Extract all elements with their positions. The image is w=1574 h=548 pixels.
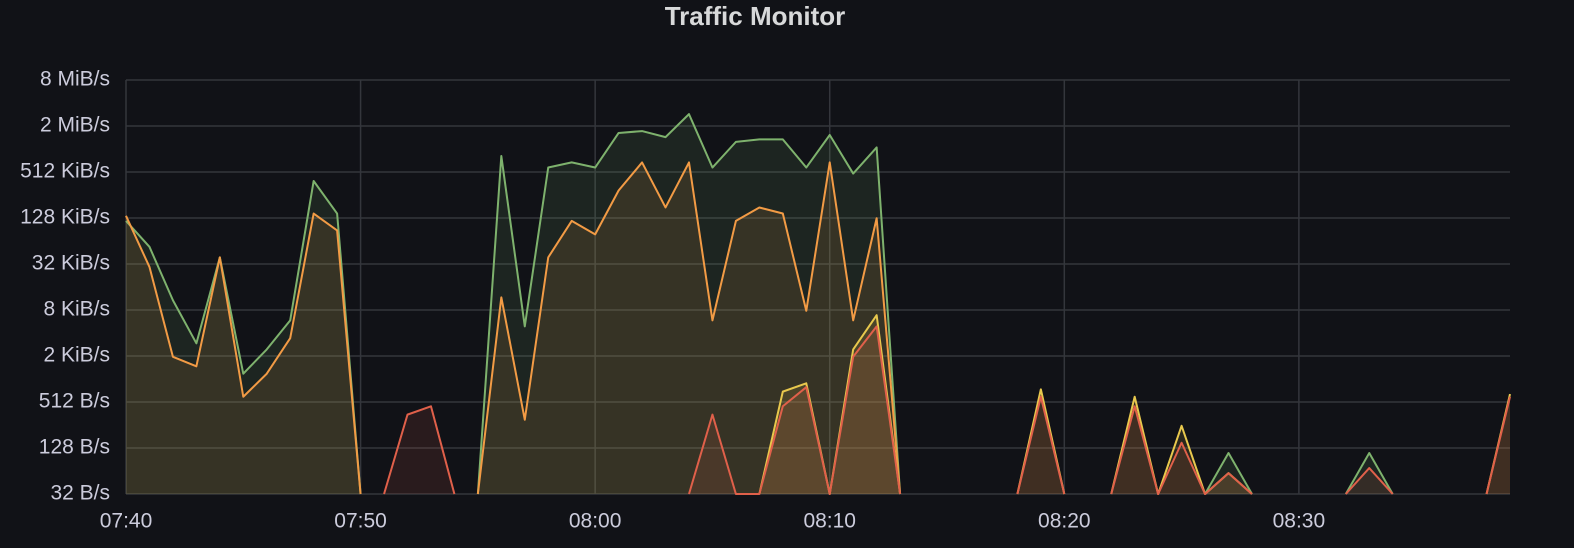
chart-title: Traffic Monitor xyxy=(665,1,846,31)
series-line xyxy=(383,325,1511,495)
y-tick-label: 2 KiB/s xyxy=(43,344,110,367)
y-tick-label: 32 KiB/s xyxy=(32,252,110,275)
area-fill xyxy=(126,114,1393,495)
y-tick-label: 8 KiB/s xyxy=(43,298,110,321)
y-tick-label: 128 KiB/s xyxy=(20,206,110,229)
y-tick-label: 512 KiB/s xyxy=(20,160,110,183)
y-tick-label: 2 MiB/s xyxy=(40,114,110,137)
y-tick-label: 128 B/s xyxy=(39,436,110,459)
x-tick-label: 08:30 xyxy=(1273,510,1326,533)
y-tick-label: 8 MiB/s xyxy=(40,68,110,91)
area-fill xyxy=(126,162,901,494)
x-tick-label: 08:10 xyxy=(803,510,856,533)
area-fill xyxy=(759,315,1510,494)
x-tick-label: 07:40 xyxy=(100,510,153,533)
x-tick-label: 08:20 xyxy=(1038,510,1091,533)
x-tick-label: 08:00 xyxy=(569,510,622,533)
series-line xyxy=(125,113,1394,495)
x-tick-label: 07:50 xyxy=(334,510,387,533)
y-tick-label: 32 B/s xyxy=(50,482,110,505)
series-line xyxy=(125,161,902,495)
y-tick-label: 512 B/s xyxy=(39,390,110,413)
